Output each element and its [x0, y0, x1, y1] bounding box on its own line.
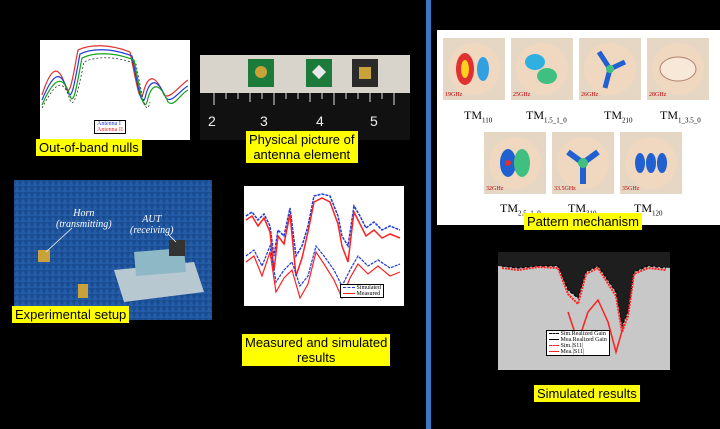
mode-name-base: TM	[464, 108, 482, 122]
nulls-legend-item: Antenna II	[97, 127, 123, 133]
mode-name: TM210	[604, 108, 633, 124]
experimental-label: Experimental setup	[12, 306, 130, 323]
mode-freq: 19GHz	[445, 92, 463, 98]
mode-name-base: TM	[604, 108, 622, 122]
measured-label: Measured and simulated results	[242, 334, 391, 366]
simulated-legend: Sim.Realized Gain Mea.Realized Gain Sim.…	[546, 330, 610, 356]
mode-image: 19GHz	[443, 38, 505, 100]
mode-image: 28GHz	[647, 38, 709, 100]
mode-name: TM120	[634, 201, 663, 217]
mode-name: TM1_3.5_0	[660, 108, 701, 124]
measured-label-line2: results	[297, 350, 336, 365]
nulls-legend: Antenna I Antenna II	[94, 120, 126, 134]
simulated-legend-item: Mea.Realized Gain	[549, 337, 607, 343]
ruler-number: 5	[370, 113, 378, 129]
measured-plot-svg	[245, 193, 401, 300]
measured-plot: Simulated Measured	[244, 186, 404, 306]
horn-subtitle: (transmitting)	[56, 219, 112, 230]
aut-subtitle: (receiving)	[130, 225, 174, 236]
nulls-legend-item: Antenna I	[97, 121, 121, 127]
simulated-legend-item: Sim.Realized Gain	[549, 331, 607, 337]
physical-label-line2: antenna element	[253, 147, 351, 162]
aut-label: AUT (receiving)	[130, 214, 174, 236]
physical-label-line1: Physical picture of	[249, 132, 355, 147]
measured-legend-text: Simulated	[356, 285, 381, 291]
pattern-label: Pattern mechanism	[524, 213, 642, 230]
antenna-element	[248, 59, 274, 87]
simulated-legend-text: Sim.Realized Gain	[560, 331, 606, 337]
simulated-legend-text: Mea.Realized Gain	[560, 337, 607, 343]
mode-name-sub: 120	[652, 209, 663, 218]
mode-name-base: TM	[500, 201, 518, 215]
mode-name-base: TM	[634, 201, 652, 215]
mode-freq: 35GHz	[622, 186, 640, 192]
nulls-label: Out-of-band nulls	[36, 139, 142, 156]
chamber-photo: Horn (transmitting) AUT (receiving)	[14, 180, 212, 320]
measured-legend: Simulated Measured	[340, 284, 384, 298]
mode-freq: 33.5GHz	[554, 186, 576, 192]
measured-legend-text: Measured	[356, 291, 381, 297]
ruler-number: 4	[316, 113, 324, 129]
ruler-number: 2	[208, 113, 216, 129]
simulated-label: Simulated results	[534, 385, 640, 402]
mode-freq: 28GHz	[649, 92, 667, 98]
mode-image: 26GHz	[579, 38, 641, 100]
mode-image: 25GHz	[511, 38, 573, 100]
mode-name-base: TM	[660, 108, 678, 122]
mode-name-base: TM	[568, 201, 586, 215]
measured-legend-item: Simulated	[343, 285, 381, 291]
horn-title: Horn	[73, 208, 95, 219]
mode-image: 33.5GHz	[552, 132, 614, 194]
simulated-legend-text: Mea.|S11|	[560, 349, 585, 355]
aut-title: AUT	[142, 214, 162, 225]
center-divider	[426, 0, 431, 429]
antenna-element	[352, 59, 378, 87]
nulls-plot: Antenna I Antenna II	[40, 40, 190, 140]
measured-legend-item: Measured	[343, 291, 381, 297]
mode-name-sub: 1.5_1_0	[544, 116, 567, 125]
mode-name-sub: 210	[622, 116, 633, 125]
mode-image: 32GHz	[484, 132, 546, 194]
antenna-element	[306, 59, 332, 87]
mode-name-base: TM	[526, 108, 544, 122]
antenna-photo: 2 3 4 5	[200, 55, 410, 140]
ruler-ticks	[213, 93, 395, 105]
simulated-plot: Sim.Realized Gain Mea.Realized Gain Sim.…	[498, 252, 670, 370]
mode-image: 35GHz	[620, 132, 682, 194]
mode-freq: 25GHz	[513, 92, 531, 98]
mode-name: TM1.5_1_0	[526, 108, 567, 124]
mode-freq: 26GHz	[581, 92, 599, 98]
nulls-plot-svg	[41, 45, 189, 109]
simulated-legend-item: Mea.|S11|	[549, 349, 607, 355]
mode-name: TM110	[464, 108, 492, 124]
measured-label-line1: Measured and simulated	[245, 335, 388, 350]
simulated-legend-item: Sim.|S11|	[549, 343, 607, 349]
simulated-legend-text: Sim.|S11|	[560, 343, 584, 349]
chamber-scene	[14, 180, 212, 320]
ruler-number: 3	[260, 113, 268, 129]
mode-name-sub: 1_3.5_0	[678, 116, 701, 125]
horn-label: Horn (transmitting)	[56, 208, 112, 230]
mode-freq: 32GHz	[486, 186, 504, 192]
physical-label: Physical picture of antenna element	[246, 131, 358, 163]
mode-name-sub: 110	[482, 116, 493, 125]
